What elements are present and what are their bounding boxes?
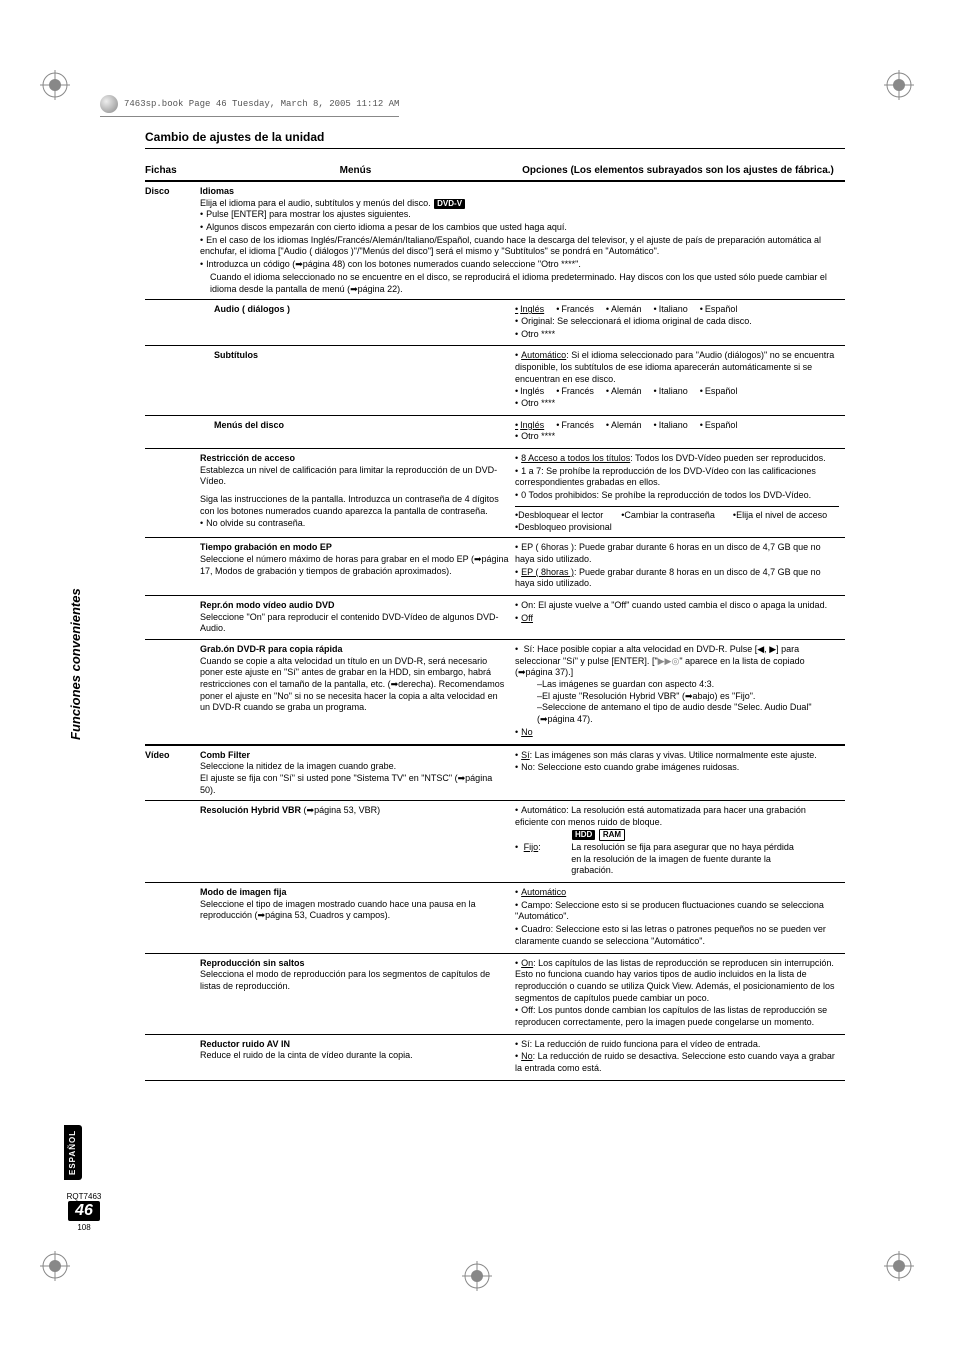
hdd-badge: HDD [572,830,595,840]
sub-langs: InglésFrancésAlemánItalianoEspañol [515,386,839,398]
repron-title: Repr.ón modo vídeo audio DVD [200,600,509,612]
idiomas-intro: Elija el idioma para el audio, subtítulo… [200,198,839,210]
tiempo-title: Tiempo grabación en modo EP [200,542,509,554]
col-menus: Menús [200,161,515,181]
crop-mark-bl [40,1251,70,1281]
section-title: Cambio de ajustes de la unidad [145,130,845,149]
ram-badge: RAM [599,829,625,841]
crop-mark-mb [462,1261,492,1291]
restriccion-title: Restricción de acceso [200,453,509,465]
language-tab: ESPAÑOL [64,1125,82,1180]
repss-title: Reproducción sin saltos [200,958,509,970]
crop-mark-tr [884,70,914,100]
modo-title: Modo de imagen fija [200,887,509,899]
menusdisco-title: Menús del disco [214,420,284,430]
crop-mark-br [884,1251,914,1281]
comb-title: Comb Filter [200,750,509,762]
idiomas-bullets: Pulse [ENTER] para mostrar los ajustes s… [200,209,839,270]
idiomas-title: Idiomas [200,186,839,198]
idiomas-note: Cuando el idioma seleccionado no se encu… [200,272,839,295]
grab-title: Grab.ón DVD-R para copia rápida [200,644,509,656]
side-vertical-label: Funciones convenientes [68,588,83,740]
page-number-block: RQT7463 46 108 [64,1192,104,1232]
res-title: Resolución Hybrid VBR [200,805,301,815]
rqt-code: RQT7463 [64,1192,104,1201]
orb-icon [100,95,118,113]
book-header: 7463sp.book Page 46 Tuesday, March 8, 20… [100,95,399,117]
audio-langs: InglésFrancésAlemánItalianoEspañol [515,304,839,316]
page-number: 46 [68,1201,100,1221]
col-fichas: Fichas [145,161,200,181]
dvdv-badge: DVD-V [434,199,465,209]
menus-langs: InglésFrancésAlemánItalianoEspañol [515,420,839,432]
bookmark-text: 7463sp.book Page 46 Tuesday, March 8, 20… [124,99,399,109]
col-opciones: Opciones (Los elementos subrayados son l… [515,161,845,181]
settings-table: Fichas Menús Opciones (Los elementos sub… [145,161,845,1081]
page-small: 108 [64,1223,104,1232]
subtitulos-title: Subtítulos [214,350,258,360]
crop-mark-tl [40,70,70,100]
reductor-title: Reductor ruido AV IN [200,1039,509,1051]
ficha-disco: Disco [145,181,200,300]
audio-title: Audio ( diálogos ) [214,304,290,314]
ficha-video: Vídeo [145,745,200,801]
